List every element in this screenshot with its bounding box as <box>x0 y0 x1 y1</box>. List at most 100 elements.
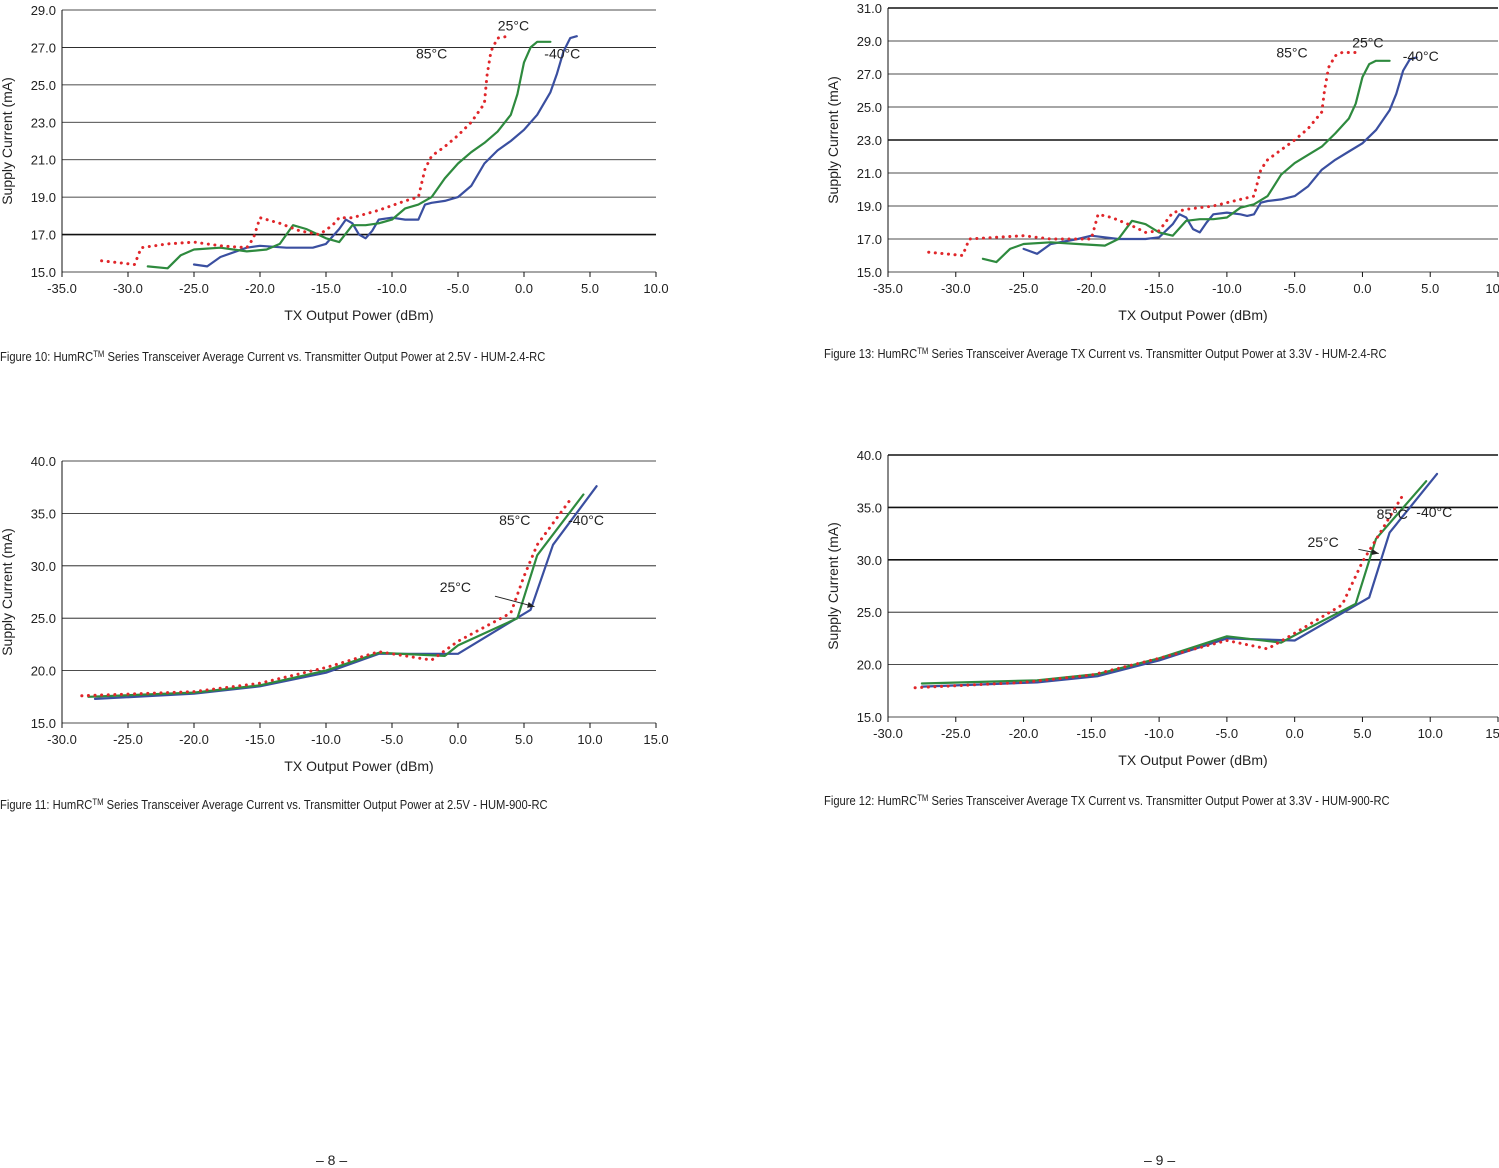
y-tick-label: 27.0 <box>857 67 882 82</box>
x-tick-label: 0.0 <box>1286 726 1304 741</box>
y-tick-label: 15.0 <box>31 265 56 280</box>
x-tick-label: -30.0 <box>941 281 971 296</box>
x-axis-title: TX Output Power (dBm) <box>1118 307 1267 323</box>
x-tick-label: 0.0 <box>1353 281 1371 296</box>
x-tick-label: -15.0 <box>311 281 341 296</box>
x-tick-label: -5.0 <box>1283 281 1305 296</box>
curve-label: -40°C <box>568 512 604 528</box>
x-tick-label: 5.0 <box>1421 281 1439 296</box>
y-axis-title: Supply Current (mA) <box>0 77 15 205</box>
chart-figure-10: -35.0 -30.0 -25.0 -20.0 -15.0 -10.0 -5.0 0.0 5.0… <box>0 3 669 323</box>
y-tick-label: 19.0 <box>857 199 882 214</box>
annotation-arrow <box>1358 548 1379 556</box>
x-tick-label: -20.0 <box>1077 281 1107 296</box>
x-tick-label: 15.0 <box>643 732 668 747</box>
x-axis-title: TX Output Power (dBm) <box>284 307 433 323</box>
y-tick-label: 19.0 <box>31 190 56 205</box>
x-tick-label: -25.0 <box>1009 281 1039 296</box>
y-tick-label: 15.0 <box>857 710 882 725</box>
curve-label: -40°C <box>544 46 580 62</box>
annotation-arrow <box>494 595 535 608</box>
x-tick-label: 0.0 <box>449 732 467 747</box>
curve-label: 25°C <box>1307 534 1338 550</box>
y-tick-label: 15.0 <box>31 716 56 731</box>
series-line-t85 <box>80 498 572 698</box>
x-tick-label: -10.0 <box>311 732 341 747</box>
y-tick-label: 25.0 <box>857 100 882 115</box>
series-line-t25 <box>981 59 1391 264</box>
y-tick-label: 40.0 <box>857 448 882 463</box>
page-number-left: – 8 – <box>316 1152 348 1168</box>
x-tick-label: -30.0 <box>113 281 143 296</box>
x-tick-label: -30.0 <box>873 726 903 741</box>
series-line-tm40 <box>920 472 1439 688</box>
curve-label: 85°C <box>1377 506 1408 522</box>
x-tick-label: 5.0 <box>581 281 599 296</box>
series-line-tm40 <box>1022 56 1418 255</box>
caption-figure-13: Figure 13: HumRCTM Series Transceiver Av… <box>824 346 1387 361</box>
x-tick-label: -20.0 <box>179 732 209 747</box>
caption-figure-10: Figure 10: HumRCTM Series Transceiver Av… <box>0 349 546 364</box>
series-line-t25 <box>87 493 585 698</box>
chart-figure-13: -35.0 -30.0 -25.0 -20.0 -15.0 -10.0 -5.0 0.0 5.0… <box>825 1 1499 323</box>
series-line-t25 <box>920 480 1428 685</box>
chart-figure-11: -30.0 -25.0 -20.0 -15.0 -10.0 -5.0 0.0 5.0 10.0 1… <box>0 454 669 774</box>
y-tick-label: 17.0 <box>857 232 882 247</box>
x-tick-label: 10.0 <box>1418 726 1443 741</box>
y-tick-label: 30.0 <box>31 559 56 574</box>
curve-label: 25°C <box>1352 35 1383 51</box>
x-tick-label: -25.0 <box>179 281 209 296</box>
y-tick-label: 30.0 <box>857 553 882 568</box>
curve-label: 85°C <box>499 512 530 528</box>
y-tick-label: 20.0 <box>31 664 56 679</box>
y-tick-label: 31.0 <box>857 1 882 16</box>
y-tick-label: 25.0 <box>857 605 882 620</box>
y-tick-label: 21.0 <box>31 153 56 168</box>
x-tick-label: -20.0 <box>1009 726 1039 741</box>
y-tick-label: 29.0 <box>857 34 882 49</box>
y-tick-label: 27.0 <box>31 40 56 55</box>
y-tick-label: 29.0 <box>31 3 56 18</box>
x-tick-label: 15.0 <box>1485 726 1499 741</box>
x-tick-label: -15.0 <box>1077 726 1107 741</box>
series-line-tm40 <box>192 35 578 268</box>
y-tick-label: 25.0 <box>31 78 56 93</box>
x-tick-label: 10.0 <box>643 281 668 296</box>
x-axis-title: TX Output Power (dBm) <box>1118 752 1267 768</box>
x-tick-label: 10.0 <box>1485 281 1499 296</box>
x-tick-label: -10.0 <box>1144 726 1174 741</box>
y-tick-label: 23.0 <box>31 115 56 130</box>
x-tick-label: -5.0 <box>447 281 469 296</box>
x-tick-label: -10.0 <box>377 281 407 296</box>
x-axis-title: TX Output Power (dBm) <box>284 758 433 774</box>
series-line-t25 <box>146 40 552 270</box>
curve-label: 25°C <box>440 579 471 595</box>
caption-figure-11: Figure 11: HumRCTM Series Transceiver Av… <box>0 797 548 812</box>
y-tick-label: 15.0 <box>857 265 882 280</box>
x-tick-label: -25.0 <box>113 732 143 747</box>
curve-label: 85°C <box>1276 45 1307 61</box>
x-tick-label: -20.0 <box>245 281 275 296</box>
caption-figure-12: Figure 12: HumRCTM Series Transceiver Av… <box>824 793 1390 808</box>
chart-figure-12: -30.0 -25.0 -20.0 -15.0 -10.0 -5.0 0.0 5.0 10.0 1… <box>825 448 1499 768</box>
x-tick-label: -35.0 <box>873 281 903 296</box>
y-axis-title: Supply Current (mA) <box>0 528 15 656</box>
x-tick-label: -5.0 <box>381 732 403 747</box>
x-tick-label: -15.0 <box>245 732 275 747</box>
x-tick-label: -25.0 <box>941 726 971 741</box>
x-tick-label: 5.0 <box>1353 726 1371 741</box>
series-line-t85 <box>927 51 1358 257</box>
x-tick-label: -15.0 <box>1144 281 1174 296</box>
curve-label: -40°C <box>1416 504 1452 520</box>
y-axis-title: Supply Current (mA) <box>825 76 841 204</box>
x-tick-label: -5.0 <box>1216 726 1238 741</box>
x-tick-label: -10.0 <box>1212 281 1242 296</box>
y-tick-label: 25.0 <box>31 611 56 626</box>
y-tick-label: 17.0 <box>31 228 56 243</box>
curve-label: 25°C <box>498 18 529 34</box>
series-line-t85 <box>100 34 510 266</box>
y-tick-label: 23.0 <box>857 133 882 148</box>
x-tick-label: -35.0 <box>47 281 77 296</box>
x-tick-label: 10.0 <box>577 732 602 747</box>
x-tick-label: 5.0 <box>515 732 533 747</box>
